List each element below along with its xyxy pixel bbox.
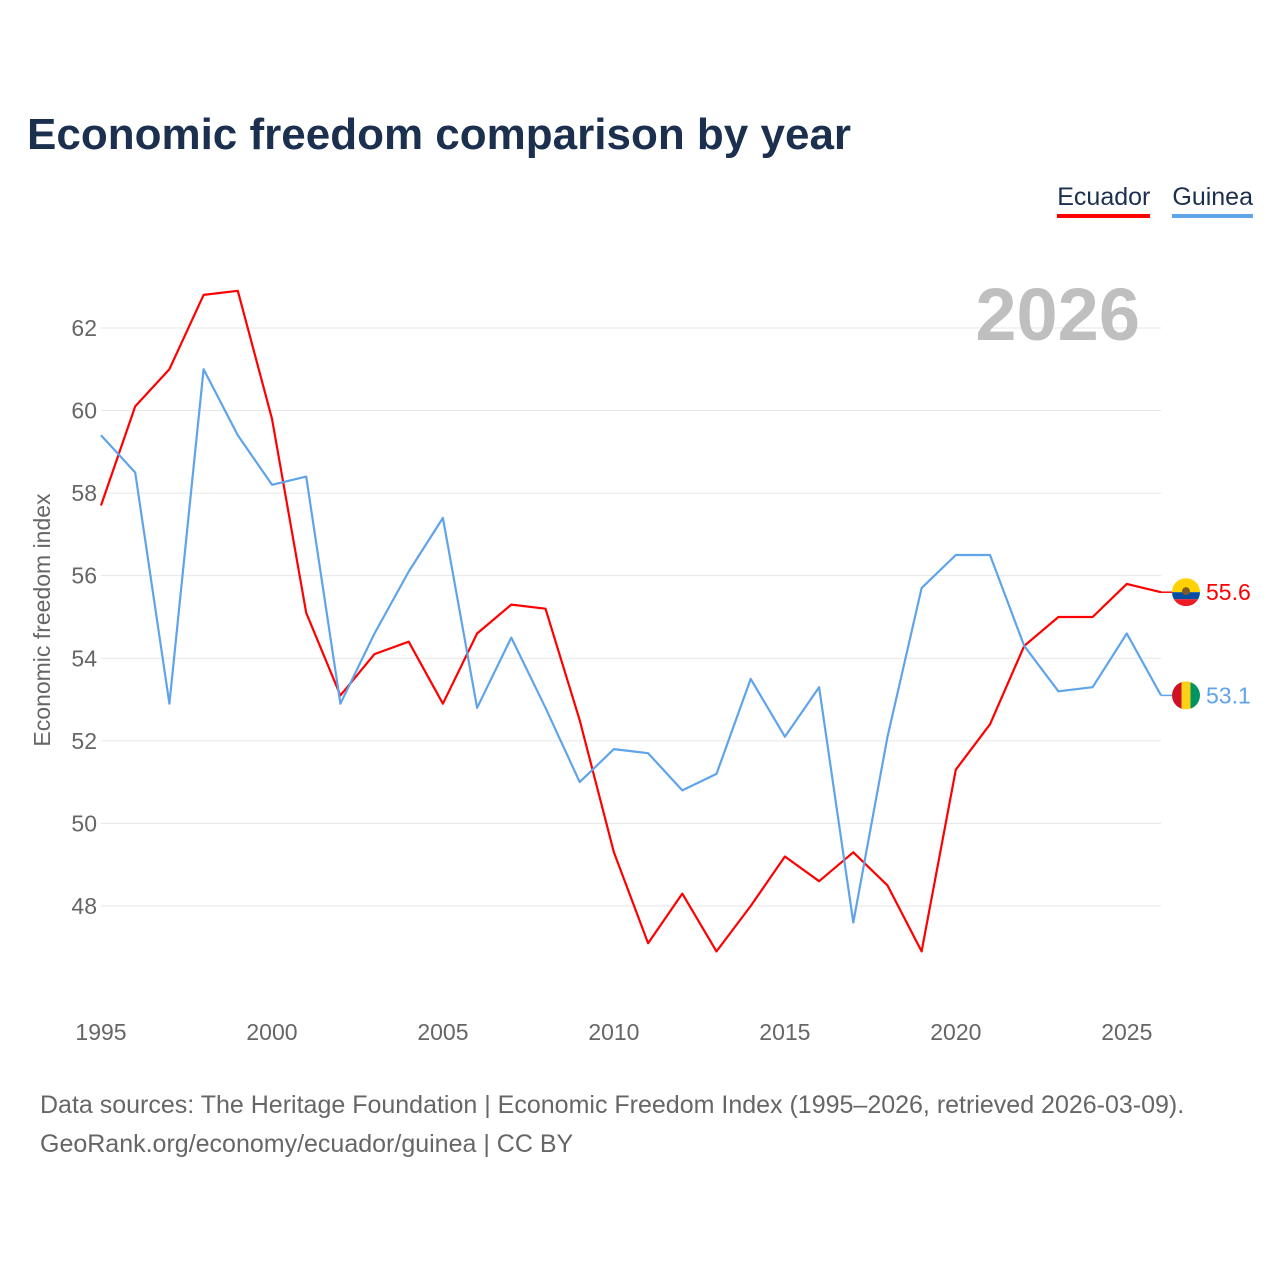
y-tick-label: 52 <box>71 728 97 754</box>
chart-title: Economic freedom comparison by year <box>27 110 852 159</box>
y-tick-label: 56 <box>71 563 97 589</box>
series-line-ecuador <box>99 289 1162 953</box>
x-tick-label: 2020 <box>930 1019 981 1045</box>
y-tick-label: 50 <box>71 810 97 836</box>
x-tick-label: 2005 <box>417 1019 468 1045</box>
year-watermark: 2026 <box>975 273 1140 356</box>
source-note: Data sources: The Heritage Foundation | … <box>40 1086 1184 1164</box>
y-tick-label: 60 <box>71 398 97 424</box>
y-tick-label: 62 <box>71 315 97 341</box>
y-tick-label: 54 <box>71 645 97 671</box>
legend: Ecuador Guinea <box>1057 183 1253 218</box>
ecuador-flag-icon <box>1172 578 1200 607</box>
guinea-flag-icon <box>1172 681 1200 710</box>
end-label-ecuador: 55.6 <box>1206 579 1251 605</box>
x-tick-label: 1995 <box>75 1019 126 1045</box>
y-axis-label: Economic freedom index <box>29 493 55 747</box>
x-tick-label: 2015 <box>759 1019 810 1045</box>
x-tick-label: 2010 <box>588 1019 639 1045</box>
x-tick-label: 2000 <box>246 1019 297 1045</box>
x-tick-label: 2025 <box>1101 1019 1152 1045</box>
end-label-guinea: 53.1 <box>1206 682 1251 708</box>
y-tick-label: 58 <box>71 480 97 506</box>
legend-ecuador[interactable]: Ecuador <box>1057 183 1151 218</box>
series-line-guinea <box>100 368 1162 924</box>
source-line-2[interactable]: GeoRank.org/economy/ecuador/guinea | CC … <box>40 1130 574 1158</box>
source-line-1: Data sources: The Heritage Foundation | … <box>40 1091 1185 1119</box>
y-tick-label: 48 <box>71 893 97 919</box>
legend-guinea[interactable]: Guinea <box>1172 183 1253 218</box>
